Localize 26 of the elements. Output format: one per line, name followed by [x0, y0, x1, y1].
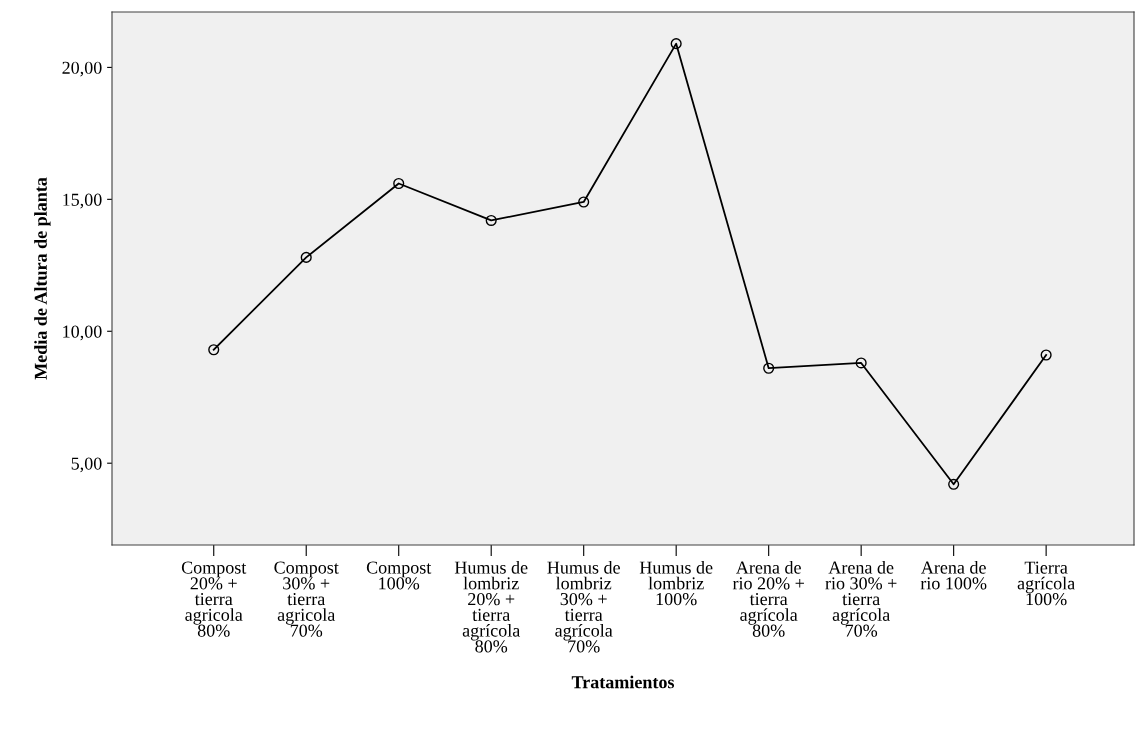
- y-axis-title: Media de Altura de planta: [34, 177, 51, 380]
- x-tick-label: Humus de lombriz 100%: [639, 560, 713, 606]
- x-tick-label: Tierra agrícola 100%: [1017, 561, 1075, 606]
- x-tick-label: Compost 20% + tierra agricola 80%: [181, 561, 247, 637]
- x-tick-label: Arena de rio 30% + tierra agrícola 70%: [825, 560, 897, 637]
- point: [1040, 349, 1052, 361]
- point: [670, 38, 682, 50]
- x-tick-label: Compost 100%: [366, 561, 432, 590]
- point: [855, 357, 867, 369]
- point: [763, 362, 775, 374]
- point: [578, 196, 590, 208]
- y-tick-label: 10,00: [63, 325, 102, 341]
- point: [393, 177, 405, 190]
- y-tick-label: 20,00: [62, 61, 102, 77]
- x-axis-title: Tratamientos: [571, 675, 675, 689]
- x-tick-label: Arena de rio 20% + tierra agrícola 80%: [732, 560, 804, 637]
- y-tick-label: 5,00: [71, 457, 102, 473]
- x-tick-label: Humus de lombriz 30% + tierra agrícola 70%: [547, 560, 620, 653]
- y-tick-label: 15,00: [63, 193, 102, 209]
- point: [208, 344, 220, 356]
- x-tick-label: Compost 30% + tierra agricola 70%: [274, 561, 339, 637]
- point: [300, 251, 312, 263]
- x-tick-label: Humus de lombriz 20% + tierra agrícola 80%: [454, 560, 528, 653]
- point: [948, 478, 960, 490]
- x-tick-label: Arena de rio 100%: [920, 560, 987, 590]
- point: [485, 214, 497, 227]
